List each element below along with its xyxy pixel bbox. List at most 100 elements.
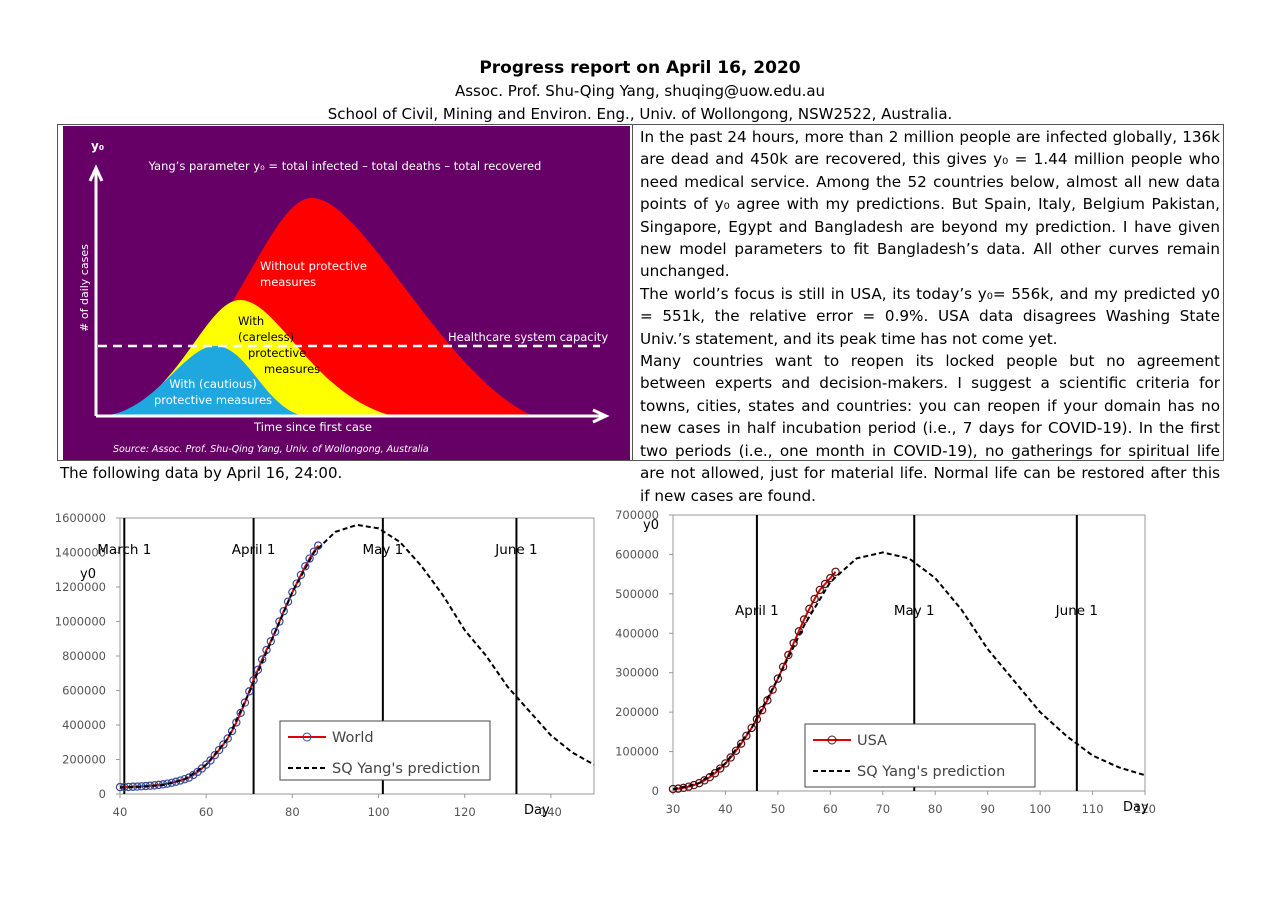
x-tick-label: 40 [113, 805, 128, 819]
y-tick-label: 600000 [62, 684, 106, 698]
y-tick-label: 400000 [615, 626, 659, 640]
y-label: y₀ [91, 139, 104, 153]
label-line: With [238, 314, 264, 328]
frame [57, 124, 1224, 461]
data-point [253, 665, 263, 675]
data-point [279, 606, 288, 616]
y-tick-label: 300000 [615, 666, 659, 680]
paragraph: In the past 24 hours, more than 2 millio… [640, 128, 1220, 281]
y-tick-label: 200000 [62, 753, 106, 767]
label-careless: With (careless) protective measures [238, 314, 320, 376]
data-point [314, 541, 323, 550]
prediction-line [119, 523, 595, 789]
x-tick-label: 120 [454, 805, 476, 819]
legend-box [279, 720, 491, 781]
x-tick-label: 60 [199, 805, 214, 819]
axes [88, 164, 610, 424]
date-label: April 1 [735, 603, 779, 619]
cyan-curve [98, 346, 303, 416]
y-tick-label: 800000 [62, 649, 106, 663]
data-point [301, 562, 310, 571]
date-label: June 1 [494, 542, 537, 558]
data-point [288, 587, 297, 597]
x-tick-label: 40 [718, 802, 733, 816]
data-point [150, 781, 159, 790]
data-point [210, 750, 219, 760]
data-point [141, 781, 151, 791]
x-tick-label: 110 [1082, 802, 1104, 816]
y-tick-label: 0 [99, 787, 106, 801]
data-point [292, 579, 301, 588]
x-tick-label: 90 [980, 802, 995, 816]
data-point [309, 547, 319, 556]
y-tick-label: 700000 [615, 508, 659, 522]
data-point [158, 780, 168, 789]
x-tick-label: 140 [540, 805, 562, 819]
data-point [679, 783, 688, 793]
data-point [731, 746, 741, 755]
data-point [747, 723, 756, 733]
data-point [726, 753, 735, 762]
affiliation: School of Civil, Mining and Environ. Eng… [327, 105, 953, 123]
y-tick-label: 500000 [615, 587, 659, 601]
data-point [245, 687, 254, 696]
text-block: In the past 24 hours, more than 2 millio… [636, 126, 1224, 505]
illustration: y₀ # of daily cases Yang’s parameter y₀ … [63, 126, 630, 460]
x-axis-label: Day [524, 803, 550, 818]
data-point [223, 734, 232, 743]
date-label: June 1 [1055, 603, 1098, 619]
x-label: Time since first case [253, 420, 372, 434]
plot-frame [672, 514, 1146, 792]
data-point [752, 715, 762, 724]
capacity-label: Healthcare system capacity [448, 330, 608, 344]
data-point [184, 773, 194, 782]
y-tick-label: 400000 [62, 718, 106, 732]
y-tick-label: 100000 [615, 745, 659, 759]
data-point [778, 662, 788, 672]
data-point [266, 637, 276, 646]
x-axis-label: Day [1123, 800, 1149, 815]
label-line: protective [248, 346, 306, 360]
date-label: May 1 [894, 603, 935, 619]
data-point [810, 594, 819, 604]
note: The following data by April 16, 24:00. [60, 464, 343, 482]
y-tick-label: 1200000 [55, 580, 106, 594]
data-point [283, 597, 293, 606]
divider [632, 124, 633, 461]
data-point [275, 617, 284, 626]
legend-label: SQ Yang's prediction [857, 764, 1005, 780]
data-point [296, 570, 306, 580]
label-line: With (cautious) [169, 377, 256, 391]
definition: Yang’s parameter y₀ = total infected – t… [148, 159, 542, 173]
paragraph: Many countries want to reopen its locked… [640, 352, 1220, 505]
label-line: Without protective [260, 259, 367, 273]
legend-label: USA [857, 733, 887, 749]
x-tick-label: 120 [1134, 802, 1156, 816]
data-point [736, 739, 746, 748]
x-tick-label: 80 [928, 802, 943, 816]
data-point [768, 685, 777, 694]
data-point [180, 774, 189, 784]
data-point [805, 604, 814, 614]
data-point [757, 705, 767, 715]
title: Progress report on April 16, 2020 [479, 58, 801, 78]
label-line: protective measures [154, 393, 272, 407]
x-tick-label: 60 [823, 802, 838, 816]
y-tick-label: 1600000 [55, 511, 106, 525]
date-label: April 1 [232, 542, 276, 558]
y-axis-label: y0 [643, 518, 659, 533]
data-point [171, 777, 181, 786]
label-line: (careless) [238, 330, 294, 344]
legend-marker [302, 732, 312, 742]
date-label: May 1 [362, 542, 403, 558]
label-line: measures [264, 362, 320, 376]
label-without: Without protective measures [260, 259, 367, 289]
data-point [236, 708, 245, 718]
data-point [206, 756, 215, 765]
source: Source: Assoc. Prof. Shu-Qing Yang, Univ… [113, 444, 429, 455]
x-tick-label: 70 [875, 802, 890, 816]
data-point [773, 674, 783, 683]
legend-marker [827, 735, 837, 745]
